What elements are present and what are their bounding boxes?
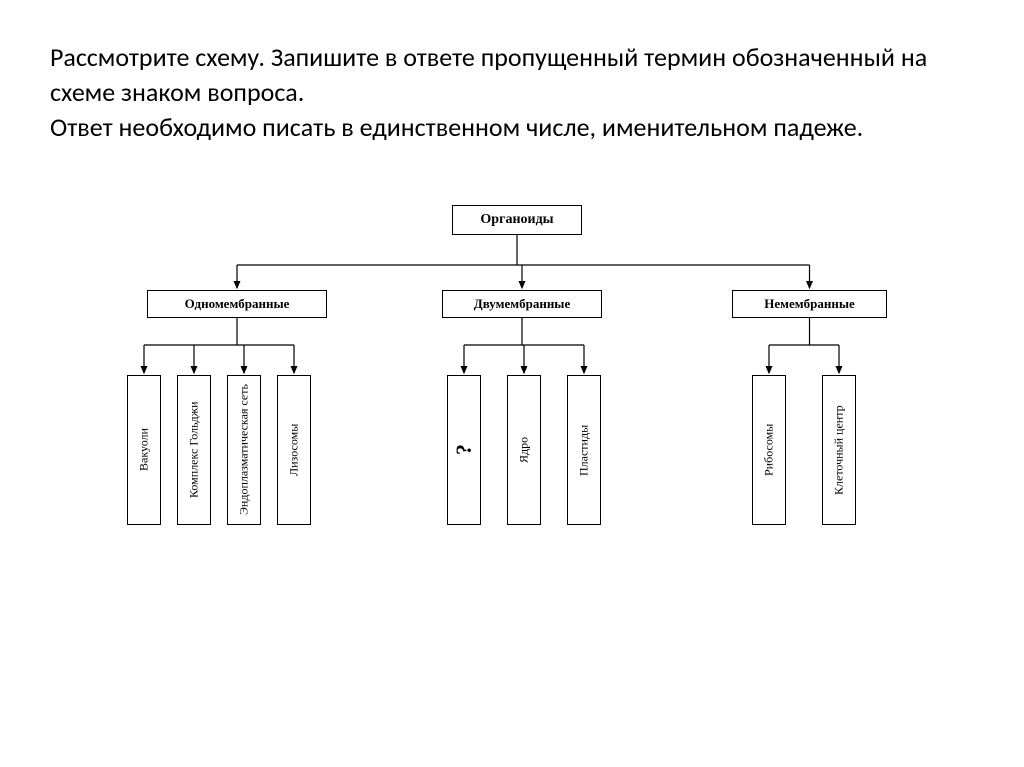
leaf-8: Клеточный центр xyxy=(822,375,856,525)
leaf-5-label: Ядро xyxy=(517,437,532,463)
root-node-label: Органоиды xyxy=(480,212,553,228)
leaf-2-label: Эндоплазма­тическая сеть xyxy=(237,385,252,516)
leaf-2: Эндоплазма­тическая сеть xyxy=(227,375,261,525)
leaf-3: Лизосомы xyxy=(277,375,311,525)
instruction-line-1: Рассмотрите схему. Запишите в ответе про… xyxy=(50,40,974,110)
category-0-label: Одномембранные xyxy=(185,296,290,312)
leaf-7: Рибосомы xyxy=(752,375,786,525)
leaf-0-label: Вакуоли xyxy=(137,429,152,472)
category-2-label: Немембранные xyxy=(764,296,855,312)
category-0: Одномембранные xyxy=(147,290,327,318)
diagram-container: Органоиды Одномембранные Двумембранные Неме… xyxy=(52,205,972,605)
leaf-1-label: Комплекс Гольджи xyxy=(187,402,202,498)
leaf-4-label: ? xyxy=(451,445,477,456)
category-1-label: Двумембранные xyxy=(474,296,570,312)
leaf-0: Вакуоли xyxy=(127,375,161,525)
leaf-5: Ядро xyxy=(507,375,541,525)
leaf-8-label: Клеточный центр xyxy=(832,405,847,495)
leaf-3-label: Лизосомы xyxy=(287,424,302,476)
leaf-6-label: Пластиды xyxy=(577,425,592,476)
leaf-7-label: Рибосомы xyxy=(762,424,777,476)
category-2: Немембранные xyxy=(732,290,887,318)
instruction-block: Рассмотрите схему. Запишите в ответе про… xyxy=(50,40,974,145)
instruction-line-2: Ответ необходимо писать в единственном ч… xyxy=(50,110,974,145)
leaf-6: Пластиды xyxy=(567,375,601,525)
root-node: Органоиды xyxy=(452,205,582,235)
category-1: Двумембранные xyxy=(442,290,602,318)
leaf-1: Комплекс Гольджи xyxy=(177,375,211,525)
leaf-4: ? xyxy=(447,375,481,525)
